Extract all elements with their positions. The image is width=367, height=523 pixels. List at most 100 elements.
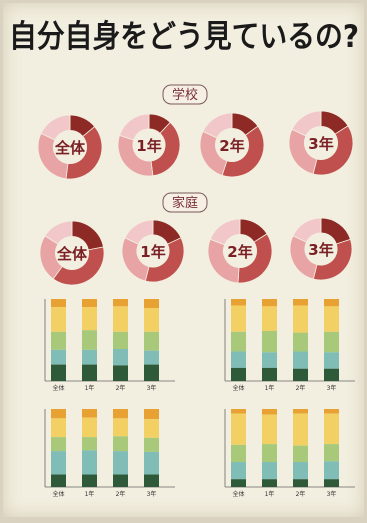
x-tick-label: 全体 <box>52 490 64 498</box>
bar-segment <box>231 409 246 414</box>
bar-segment <box>82 437 97 451</box>
donut-hole <box>304 232 338 266</box>
bar-segment <box>144 308 159 332</box>
bar-segment <box>293 351 308 369</box>
bar-segment <box>262 367 277 381</box>
bar-segment <box>293 462 308 480</box>
x-tick-label: 3年 <box>327 384 337 392</box>
stacked-bar-chart-2: 全体 1年 2年 3年 <box>44 409 175 498</box>
donut-chart-home-0: 全体 <box>39 220 105 286</box>
donut-chart-school-3: 3年 <box>288 110 354 176</box>
bar-segment <box>262 444 277 463</box>
bar-segment <box>324 306 339 332</box>
bar-segment <box>82 364 97 381</box>
x-tick-label: 2年 <box>296 384 306 392</box>
bar-segment <box>144 451 159 475</box>
bar-segment <box>113 299 128 307</box>
x-tick-label: 2年 <box>296 490 306 498</box>
bar-segment <box>231 444 246 463</box>
bar-segment <box>144 364 159 381</box>
bar-segment <box>262 306 277 331</box>
bar-segment <box>82 450 97 475</box>
bar-segment <box>293 368 308 381</box>
bar-segment <box>113 474 128 487</box>
bar-segment <box>51 299 66 308</box>
bar-segment <box>324 413 339 445</box>
bar-segment <box>324 352 339 369</box>
bar-segment <box>144 299 159 309</box>
bar-segment <box>51 418 66 438</box>
x-tick-label: 1年 <box>265 490 275 498</box>
donut-hole <box>136 234 170 268</box>
bar-segment <box>113 418 128 437</box>
bar-segment <box>293 332 308 352</box>
bar-segment <box>262 409 277 415</box>
bar-segment <box>113 306 128 332</box>
bar-segment <box>144 350 159 365</box>
bar-segment <box>262 352 277 368</box>
bar-segment <box>113 409 128 419</box>
bar-segment <box>293 445 308 463</box>
bar-segment <box>262 330 277 353</box>
bar-segment <box>262 462 277 480</box>
bar-segment <box>231 331 246 352</box>
bar-segment <box>82 474 97 487</box>
x-tick-label: 1年 <box>85 490 95 498</box>
donut-chart-home-1: 1年 <box>121 219 185 283</box>
bar-segment <box>51 474 66 487</box>
donut-hole <box>55 236 89 270</box>
home-section-header: 家庭 <box>162 192 208 213</box>
bar-segment <box>51 349 66 365</box>
x-tick-label: 1年 <box>265 384 275 392</box>
bar-segment <box>82 349 97 365</box>
donut-center-label: 2年 <box>227 243 252 261</box>
home-section-label: 家庭 <box>172 195 198 211</box>
bar-segment <box>231 462 246 480</box>
bar-segment <box>262 299 277 307</box>
donut-hole <box>304 126 338 160</box>
bar-segment <box>231 367 246 381</box>
bar-segment <box>51 409 66 419</box>
bar-segment <box>231 413 246 445</box>
bar-segment <box>262 479 277 487</box>
donut-center-label: 全体 <box>56 245 88 263</box>
x-tick-label: 3年 <box>147 384 157 392</box>
school-section-header: 学校 <box>162 84 208 105</box>
bar-segment <box>324 299 339 307</box>
bar-segment <box>293 479 308 487</box>
donut-chart-school-1: 1年 <box>117 113 181 177</box>
x-tick-label: 3年 <box>327 490 337 498</box>
donut-chart-home-2: 2年 <box>207 218 273 284</box>
bar-segment <box>231 299 246 306</box>
bar-segment <box>82 417 97 438</box>
bar-segment <box>51 307 66 332</box>
bar-segment <box>324 331 339 353</box>
bar-segment <box>51 437 66 452</box>
poster-title: 自分自身をどう見ているの? <box>9 19 359 55</box>
bar-segment <box>293 299 308 306</box>
donut-center-label: 1年 <box>136 137 161 155</box>
bar-segment <box>324 444 339 462</box>
poster-title-text: 自分自身をどう見ているの? <box>9 19 359 55</box>
donut-center-label: 3年 <box>308 135 333 153</box>
bar-segment <box>231 351 246 368</box>
donut-hole <box>132 128 166 162</box>
school-section-label: 学校 <box>172 87 198 103</box>
bar-segment <box>231 305 246 332</box>
bar-segment <box>113 436 128 452</box>
x-tick-label: 2年 <box>116 384 126 392</box>
donut-center-label: 3年 <box>308 241 333 259</box>
x-tick-label: 全体 <box>232 384 244 392</box>
bar-segment <box>324 409 339 414</box>
bar-segment <box>113 365 128 381</box>
bar-segment <box>113 331 128 350</box>
x-tick-label: 全体 <box>232 490 244 498</box>
x-tick-label: 全体 <box>52 384 64 392</box>
bar-segment <box>231 479 246 487</box>
x-tick-label: 1年 <box>85 384 95 392</box>
donut-center-label: 2年 <box>219 137 244 155</box>
bar-segment <box>324 479 339 487</box>
